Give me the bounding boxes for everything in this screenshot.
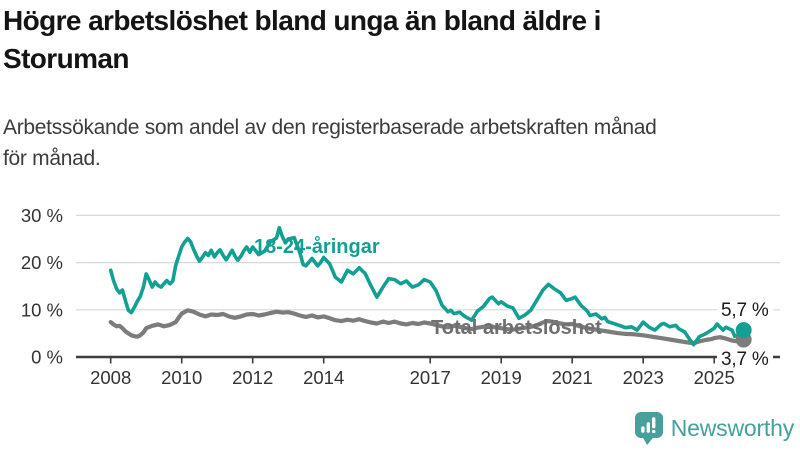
series-label-youth: 18-24-åringar	[254, 236, 380, 258]
end-value-label-total: 3,7 %	[717, 349, 773, 371]
chart-subtitle-line-1: Arbetssökande som andel av den registerb…	[3, 116, 657, 139]
page-title: Högre arbetslöshet bland unga än bland ä…	[3, 2, 797, 78]
x-tick-label-2021: 2021	[552, 367, 593, 388]
x-tick-label-2017: 2017	[410, 367, 451, 388]
y-tick-label-30: 30 %	[21, 205, 63, 226]
page-title-line-2: Storuman	[3, 43, 129, 74]
newsworthy-logo-text: Newsworthy	[670, 415, 794, 441]
y-tick-label-20: 20 %	[21, 252, 63, 273]
series-end-dot-0	[735, 322, 752, 339]
y-tick-label-10: 10 %	[21, 299, 63, 320]
newsworthy-logo-icon	[634, 412, 663, 445]
x-tick-label-2025: 2025	[694, 367, 735, 388]
chart-subtitle: Arbetssökande som andel av den registerb…	[3, 112, 797, 174]
x-tick-label-2019: 2019	[481, 367, 522, 388]
x-tick-label-2012: 2012	[232, 367, 273, 388]
y-tick-label-0: 0 %	[31, 347, 63, 368]
series-line-1	[108, 308, 746, 346]
chart-subtitle-line-2: för månad.	[3, 147, 101, 170]
x-tick-label-2010: 2010	[161, 367, 202, 388]
series-label-total: Total arbetslöshet	[431, 317, 602, 339]
newsworthy-logo: Newsworthy	[634, 411, 794, 446]
x-tick-label-2014: 2014	[303, 367, 344, 388]
page-title-line-1: Högre arbetslöshet bland unga än bland ä…	[3, 5, 601, 36]
x-tick-label-2023: 2023	[623, 367, 664, 388]
x-tick-label-2008: 2008	[90, 367, 131, 388]
series-line-0	[108, 225, 746, 347]
end-value-label-youth: 5,7 %	[717, 300, 773, 322]
